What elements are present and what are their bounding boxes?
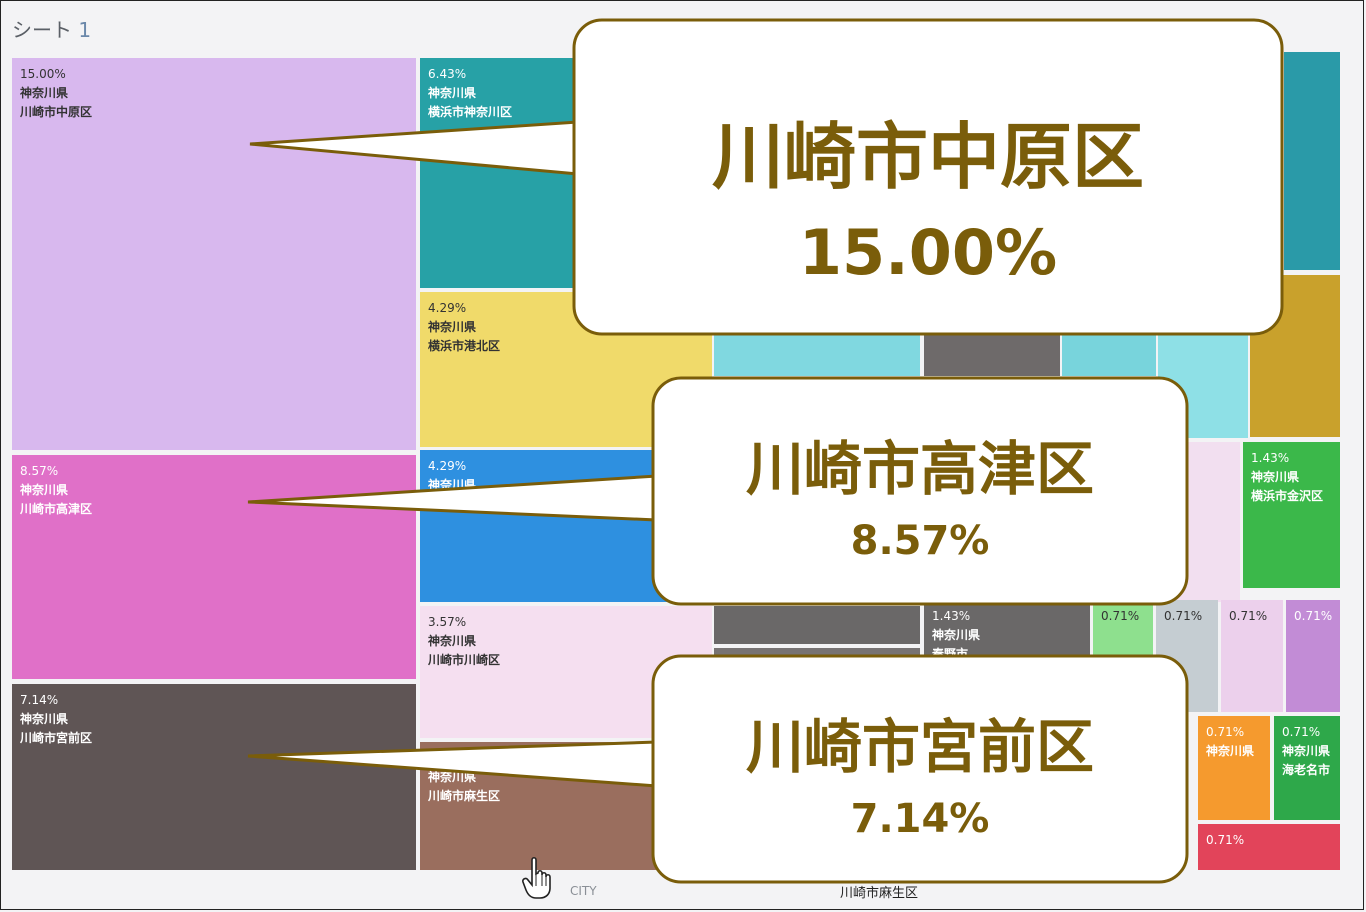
treemap-cell[interactable]: 0.71% <box>1286 600 1340 712</box>
treemap-cell-rect[interactable] <box>12 58 416 450</box>
treemap-cell-city: 川崎市中原区 <box>19 104 92 119</box>
callout-pointer-join <box>654 478 665 518</box>
treemap-cell-percent: 0.71% <box>1294 609 1332 623</box>
treemap-cell-city: 横浜市港北区 <box>428 338 500 353</box>
treemap-cell[interactable]: 0.71% <box>1093 600 1153 660</box>
treemap-cell-pref: 神奈川県 <box>20 711 68 726</box>
treemap-cell-percent: 4.29% <box>428 459 466 473</box>
treemap-cell-rect[interactable] <box>1284 52 1340 270</box>
sheet-title-number: 1 <box>78 18 92 42</box>
treemap-cell-rect[interactable] <box>12 455 416 679</box>
treemap-cell[interactable] <box>714 606 920 644</box>
callout-pointer-join <box>575 124 586 172</box>
treemap-cell-pref: 神奈川県 <box>1206 743 1254 758</box>
treemap-cell-percent: 1.43% <box>1251 451 1289 465</box>
treemap-cell-pref: 神奈川県 <box>428 319 476 334</box>
callout-box <box>651 376 1189 606</box>
hand-cursor-icon <box>522 856 551 899</box>
treemap-cell[interactable] <box>924 330 1060 376</box>
treemap-cell-percent: 1.43% <box>932 609 970 623</box>
footer-tooltip-text: 川崎市麻生区 <box>840 886 919 901</box>
treemap-cell-pref: 神奈川県 <box>20 85 68 100</box>
treemap-cell-city: 横浜市神奈川区 <box>428 104 512 119</box>
callout-pointer-join <box>654 744 665 784</box>
treemap-cell-percent: 7.14% <box>20 693 58 707</box>
treemap-cell-city: 横浜市金沢区 <box>1251 488 1323 503</box>
treemap-cell-rect[interactable] <box>1198 716 1270 820</box>
treemap-cell-rect[interactable] <box>1274 716 1340 820</box>
treemap-cell-rect[interactable] <box>1062 330 1156 376</box>
callout-name: 川崎市高津区 <box>745 435 1094 503</box>
treemap-cell[interactable] <box>1062 330 1156 376</box>
treemap-cell[interactable]: 0.71% <box>1198 824 1340 870</box>
treemap-cell-city: 川崎市麻生区 <box>427 788 500 803</box>
treemap-cell-pref: 神奈川県 <box>428 85 476 100</box>
sheet-title-label: シート <box>12 18 72 42</box>
treemap-cell-city: 川崎市川崎区 <box>427 652 500 667</box>
treemap-cell-rect[interactable] <box>1093 600 1153 660</box>
treemap-cell-city: 川崎市宮前区 <box>19 730 92 745</box>
treemap-cell-rect[interactable] <box>924 330 1060 376</box>
treemap-cell-percent: 8.57% <box>20 464 58 478</box>
treemap-cell-pref: 神奈川県 <box>1251 469 1299 484</box>
treemap-cell[interactable] <box>1284 52 1340 270</box>
callout-pointer <box>247 740 659 788</box>
treemap-cell-percent: 0.71% <box>1229 609 1267 623</box>
treemap-cell-rect[interactable] <box>714 330 920 376</box>
callout-name: 川崎市宮前区 <box>745 713 1094 781</box>
treemap-cell-rect[interactable] <box>12 684 416 870</box>
callout-value: 8.57% <box>850 518 990 564</box>
treemap-cell-percent: 3.57% <box>428 615 466 629</box>
treemap-cell-percent: 15.00% <box>20 67 66 81</box>
callout-box <box>572 18 1284 336</box>
treemap-cell-pref: 神奈川県 <box>932 627 980 642</box>
treemap-cell-rect[interactable] <box>1243 442 1340 588</box>
treemap-cell-city: 川崎市高津区 <box>19 501 92 516</box>
footer-field-label: CITY <box>570 884 597 898</box>
callout-name: 川崎市中原区 <box>711 115 1144 199</box>
treemap-cell[interactable] <box>714 330 920 376</box>
callout-box <box>651 654 1189 884</box>
callout-value: 15.00% <box>798 216 1058 289</box>
treemap-cell-percent: 4.29% <box>428 301 466 315</box>
treemap-cell-pref: 神奈川県 <box>20 482 68 497</box>
treemap-cell-percent: 0.71% <box>1164 609 1202 623</box>
treemap-cell[interactable]: 0.71% <box>1221 600 1283 712</box>
treemap-cell-rect[interactable] <box>714 606 920 644</box>
treemap-cell-rect[interactable] <box>1198 824 1340 870</box>
treemap-cell-percent: 0.71% <box>1282 725 1320 739</box>
treemap-cell-rect[interactable] <box>1221 600 1283 712</box>
treemap-cell-pref: 神奈川県 <box>1282 743 1330 758</box>
callout-value: 7.14% <box>850 796 990 842</box>
treemap-cell-pref: 神奈川県 <box>428 633 476 648</box>
treemap-cell-percent: 6.43% <box>428 67 466 81</box>
treemap-cell-percent: 0.71% <box>1206 833 1244 847</box>
sheet-title: シート 1 <box>12 14 91 43</box>
treemap-cell-rect[interactable] <box>1286 600 1340 712</box>
treemap-cell[interactable]: 0.71% 神奈川県 <box>1198 716 1270 820</box>
treemap-cell-percent: 0.71% <box>1101 609 1139 623</box>
treemap-cell-percent: 0.71% <box>1206 725 1244 739</box>
treemap-cell-city: 海老名市 <box>1282 762 1330 777</box>
